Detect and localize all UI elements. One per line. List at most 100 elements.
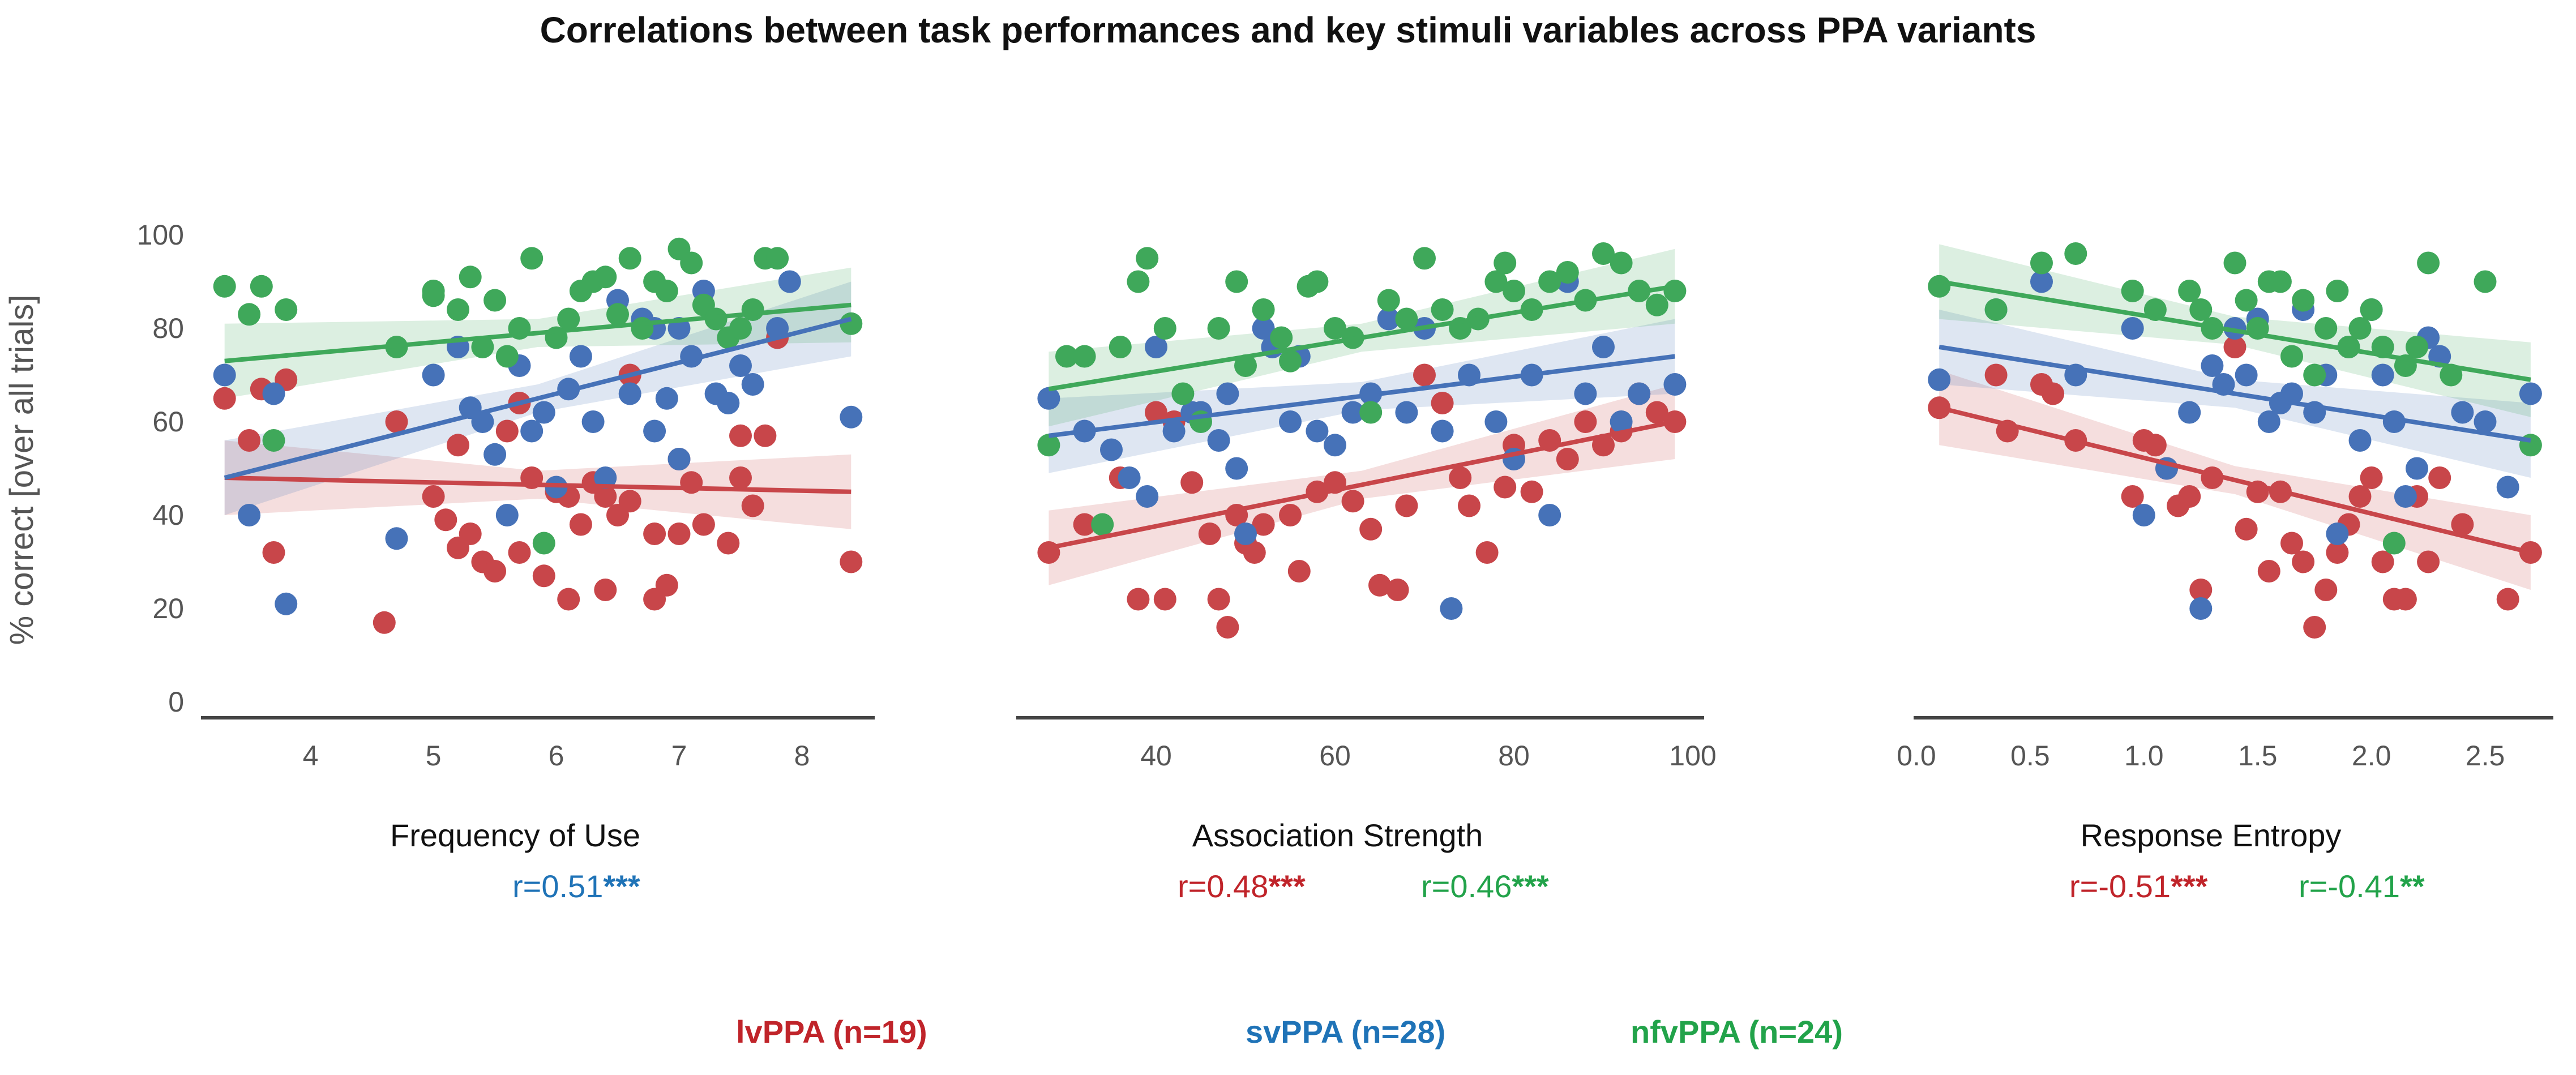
lvppa-point <box>373 611 396 634</box>
lvppa-point <box>213 387 236 410</box>
lvppa-point <box>2143 434 2167 457</box>
nfvppa-point <box>2406 336 2428 358</box>
x-tick-label: 7 <box>671 740 687 772</box>
lvppa-point <box>2280 532 2303 555</box>
nfvppa-point <box>471 336 494 358</box>
lvppa-point <box>2314 579 2338 601</box>
lvppa-point <box>2223 336 2246 358</box>
nfvppa-point <box>483 289 507 312</box>
svppa-point <box>2257 410 2280 433</box>
svppa-point <box>1225 457 1248 480</box>
nfvppa-point <box>1091 513 1114 536</box>
correlation-label-nfvppa: r=-0.41** <box>2299 868 2425 904</box>
svppa-point <box>581 410 605 433</box>
svppa-point <box>618 382 641 405</box>
significance-stars: *** <box>1512 868 1549 904</box>
svppa-point <box>2030 270 2053 293</box>
nfvppa-point <box>2382 532 2406 555</box>
nfvppa-point <box>2360 298 2383 321</box>
lvppa-point <box>1073 513 1096 536</box>
lvppa-point <box>2257 560 2280 583</box>
lvppa-point <box>2303 616 2326 639</box>
svppa-point <box>729 354 752 377</box>
nfvppa-point <box>532 532 555 555</box>
nfvppa-point <box>2280 345 2303 368</box>
nfvppa-point <box>1359 401 1383 424</box>
nfvppa-point <box>1252 298 1275 321</box>
nfvppa-point <box>262 429 285 452</box>
lvppa-point <box>840 550 863 573</box>
lvppa-point <box>618 490 641 513</box>
svppa-point <box>1377 307 1400 331</box>
nfvppa-point <box>2030 251 2053 275</box>
svppa-point <box>1118 466 1141 489</box>
nfvppa-point <box>238 303 261 326</box>
svppa-point <box>1610 410 1633 433</box>
svppa-point <box>1100 438 1123 461</box>
nfvppa-point <box>1171 382 1195 405</box>
legend-nfvppa: nfvPPA (n=24) <box>1631 1014 1843 1050</box>
nfvppa-point <box>1413 247 1436 270</box>
x-tick-label: 40 <box>1140 740 1172 772</box>
svppa-point <box>2132 504 2155 526</box>
nfvppa-point <box>2303 363 2326 387</box>
nfvppa-point <box>557 307 580 331</box>
legend-lvppa: lvPPA (n=19) <box>736 1014 927 1050</box>
lvppa-point <box>1207 588 1230 611</box>
svppa-point <box>1252 317 1275 340</box>
nfvppa-point <box>2178 280 2201 302</box>
svppa-point <box>1431 419 1454 443</box>
correlation-label-nfvppa: r=0.46*** <box>1421 868 1549 904</box>
nfvppa-point <box>1225 270 1248 293</box>
nfvppa-point <box>1645 293 1668 316</box>
lvppa-point <box>2189 579 2213 601</box>
x-tick-label: 6 <box>549 740 564 772</box>
svppa-point <box>2201 354 2224 377</box>
lvppa-point <box>1645 401 1668 424</box>
y-axis-label: % correct [over all trials] <box>3 295 40 645</box>
nfvppa-point <box>1055 345 1078 368</box>
svppa-point <box>1592 336 1615 358</box>
lvppa-point <box>1458 494 1480 517</box>
lvppa-point <box>1556 448 1579 470</box>
svppa-point <box>2371 363 2394 387</box>
x-tick-label: 5 <box>426 740 442 772</box>
lvppa-point <box>2326 541 2349 564</box>
svppa-point <box>238 504 261 526</box>
lvppa-point <box>1127 588 1150 611</box>
nfvppa-point <box>1377 289 1400 312</box>
nfvppa-point <box>1503 280 1525 302</box>
y-tick-label: 60 <box>152 406 184 438</box>
svppa-point <box>2326 522 2349 545</box>
x-tick-label: 60 <box>1319 740 1351 772</box>
lvppa-point <box>2121 485 2144 508</box>
lvppa-point <box>692 513 715 536</box>
svppa-point <box>483 443 507 466</box>
y-tick-label: 40 <box>152 499 184 531</box>
nfvppa-point <box>1073 345 1096 368</box>
lvppa-point <box>1475 541 1499 564</box>
svppa-point <box>840 405 863 429</box>
nfvppa-fit-line <box>1048 284 1676 392</box>
x-tick-label: 2.5 <box>2466 740 2505 772</box>
lvppa-point <box>508 541 531 564</box>
nfvppa-fit-line <box>1939 279 2531 382</box>
svppa-point <box>2394 485 2417 508</box>
nfvppa-point <box>1306 270 1329 293</box>
svppa-fit-line <box>1939 345 2531 443</box>
lvppa-point <box>2451 513 2474 536</box>
svppa-point <box>2348 429 2372 452</box>
nfvppa-point <box>1395 307 1418 331</box>
correlation-label-lvppa: r=-0.51*** <box>2069 868 2208 904</box>
svppa-point <box>643 419 666 443</box>
x-axis-label: Association Strength <box>1192 817 1483 853</box>
nfvppa-point <box>1136 247 1159 270</box>
nfvppa-point <box>606 303 629 326</box>
svppa-point <box>2519 382 2542 405</box>
lvppa-point <box>1574 410 1597 433</box>
svppa-point <box>1037 387 1060 410</box>
nfvppa-point <box>1610 251 1633 275</box>
lvppa-point <box>262 541 285 564</box>
lvppa-fit-line <box>1048 419 1676 550</box>
lvppa-point <box>495 419 519 443</box>
